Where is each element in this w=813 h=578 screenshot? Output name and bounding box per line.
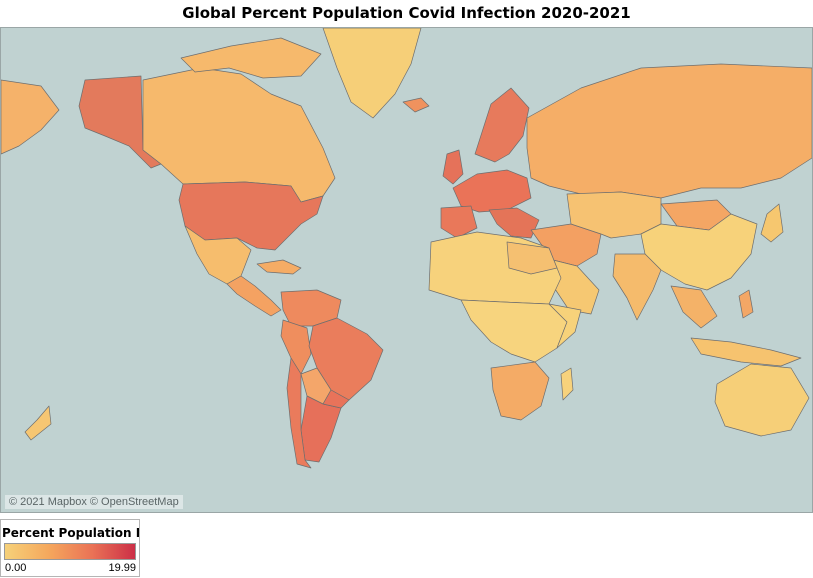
region-italy-balkans[interactable] — [488, 207, 540, 239]
region-libya-egypt[interactable] — [506, 241, 558, 275]
region-new-zealand[interactable] — [24, 405, 52, 441]
legend-min-label: 0.00 — [5, 562, 27, 574]
region-indonesia[interactable] — [690, 337, 802, 367]
legend-labels: 0.00 19.99 — [1, 562, 139, 576]
legend-gradient-bar — [4, 543, 136, 560]
legend-title: Percent Population Infe.. — [2, 526, 139, 540]
region-central-africa[interactable] — [460, 299, 568, 363]
region-philippines[interactable] — [738, 289, 754, 319]
region-chile[interactable] — [286, 357, 312, 469]
legend-max-label: 19.99 — [108, 562, 136, 574]
region-canada-islands[interactable] — [180, 37, 322, 79]
region-madagascar[interactable] — [560, 367, 574, 401]
region-uk[interactable] — [442, 149, 464, 185]
region-southeast-asia[interactable] — [670, 285, 718, 329]
map-canvas — [1, 28, 812, 469]
region-uruguay[interactable] — [322, 389, 350, 409]
region-iberia[interactable] — [440, 205, 478, 239]
region-scandinavia[interactable] — [474, 87, 530, 163]
region-russia[interactable] — [526, 63, 812, 199]
region-east-africa[interactable] — [548, 303, 582, 349]
color-legend: Percent Population Infe.. 0.00 19.99 — [0, 519, 140, 577]
region-india[interactable] — [612, 253, 662, 321]
region-russia-far-east-left[interactable] — [1, 79, 60, 155]
map-attribution[interactable]: © 2021 Mapbox © OpenStreetMap — [5, 495, 183, 509]
region-southern-africa[interactable] — [490, 361, 550, 421]
region-iceland[interactable] — [402, 97, 430, 113]
region-japan[interactable] — [760, 203, 784, 243]
chart-title: Global Percent Population Covid Infectio… — [182, 4, 631, 22]
region-western-europe[interactable] — [452, 169, 532, 213]
region-central-america[interactable] — [226, 275, 282, 317]
region-australia[interactable] — [714, 363, 810, 437]
region-alaska[interactable] — [78, 75, 162, 169]
region-caribbean[interactable] — [256, 259, 302, 275]
region-greenland[interactable] — [322, 28, 422, 119]
region-brazil[interactable] — [308, 317, 384, 401]
world-map[interactable]: © 2021 Mapbox © OpenStreetMap — [0, 27, 813, 513]
